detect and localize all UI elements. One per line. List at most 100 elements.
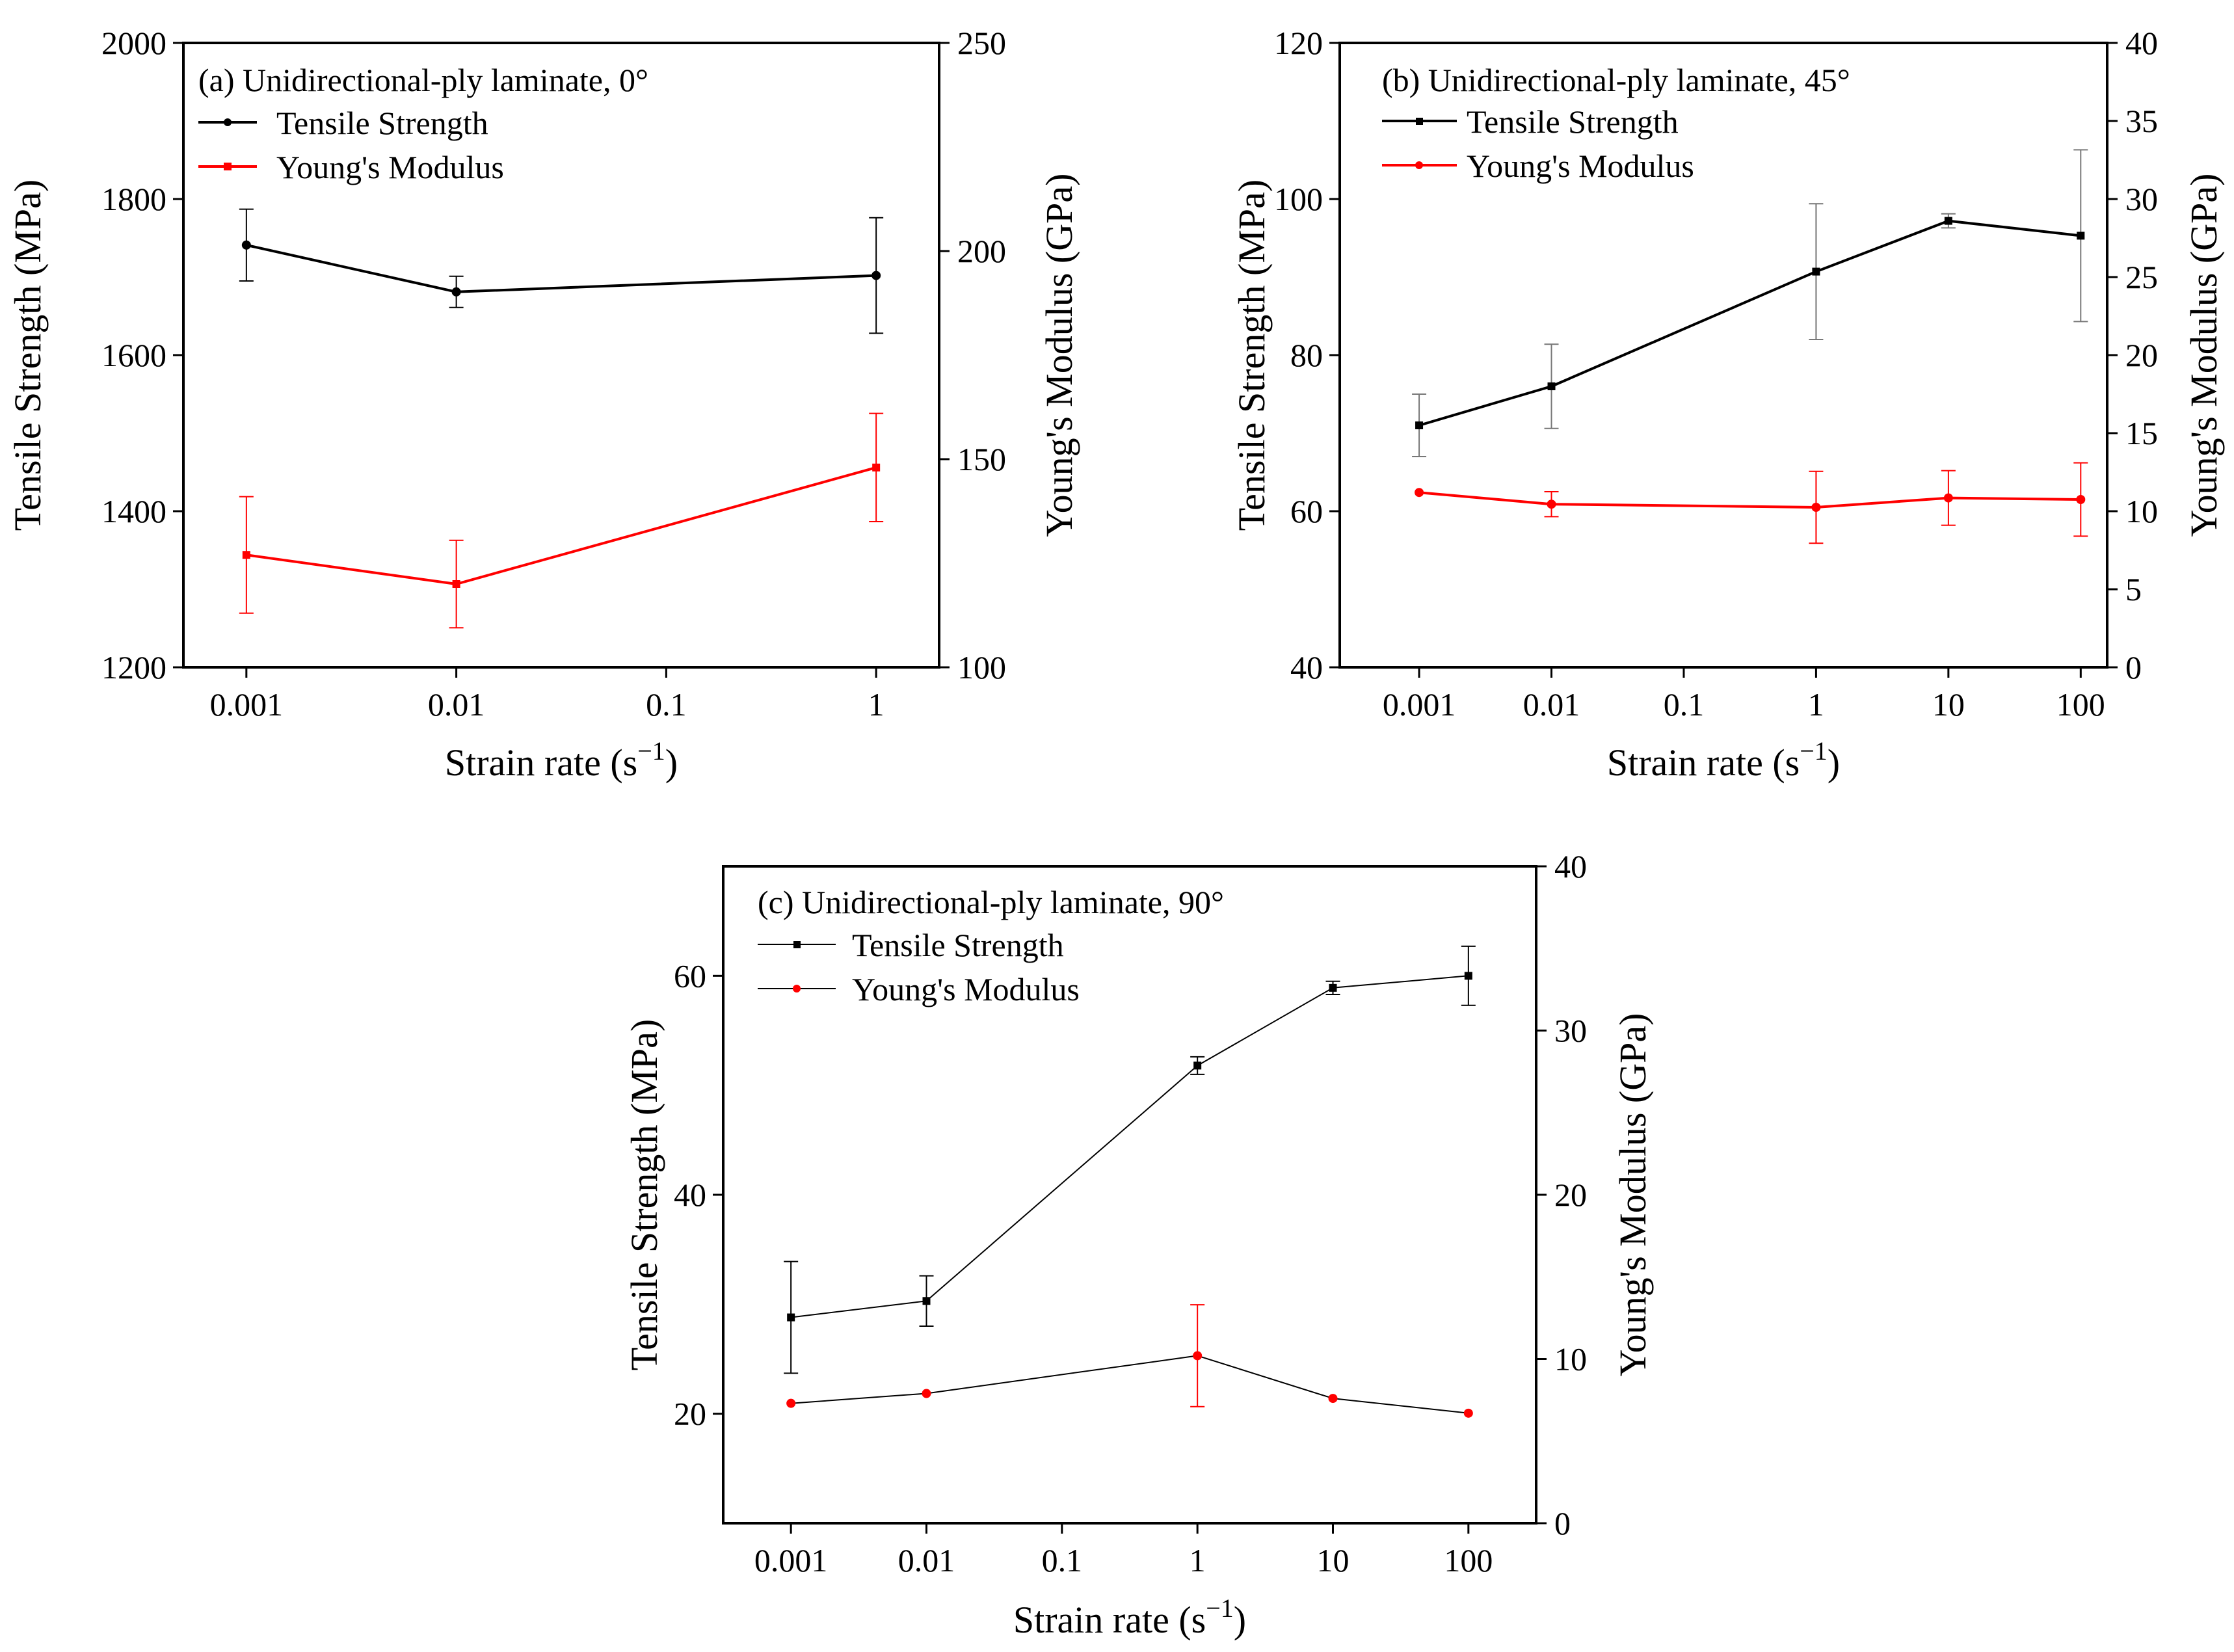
panel-b-y-right-label: Young's Modulus (GPa) xyxy=(2183,174,2225,537)
panel-b-tensile-strength-point xyxy=(1944,217,1952,225)
panel-a-y-left-tick-label: 1800 xyxy=(101,181,166,217)
panel-b-legend-label-tensile: Tensile Strength xyxy=(1467,103,1679,140)
panel-a-y-right-tick-label: 150 xyxy=(957,441,1006,477)
panel-a-x-tick-label: 0.001 xyxy=(210,686,284,723)
panel-c-y-right-label: Young's Modulus (GPa) xyxy=(1612,1013,1654,1377)
panel-b-y-left-tick-label: 60 xyxy=(1290,493,1323,529)
panel-a-x-label: Strain rate (s−1) xyxy=(445,736,678,784)
panel-b-y-right-tick-label: 35 xyxy=(2125,103,2158,139)
panel-b-y-left-label: Tensile Strength (MPa) xyxy=(1230,180,1273,531)
panel-c-x-tick-label: 0.1 xyxy=(1042,1542,1083,1579)
panel-b-y-left-tick-label: 40 xyxy=(1290,649,1323,686)
panel-a-y-left-tick-label: 2000 xyxy=(101,25,166,61)
panel-c-young-s-modulus-point xyxy=(922,1389,931,1398)
panel-b-title: (b) Unidirectional-ply laminate, 45° xyxy=(1382,62,1850,98)
panel-a-legend-label-modulus: Young's Modulus xyxy=(276,149,504,185)
panel-a-y-left-label: Tensile Strength (MPa) xyxy=(7,180,49,531)
panel-b-y-left-tick-label: 120 xyxy=(1274,25,1323,61)
panel-a-tensile-strength-point xyxy=(871,271,881,280)
panel-b-x-label: Strain rate (s−1) xyxy=(1607,736,1840,784)
panel-b-legend-marker-tensile xyxy=(1416,118,1423,125)
panel-c-y-left-tick-label: 40 xyxy=(674,1177,706,1213)
panel-a-x-tick-label: 1 xyxy=(868,686,884,723)
panel-a-young-s-modulus-line xyxy=(246,466,877,585)
panel-a-legend-label-tensile: Tensile Strength xyxy=(276,105,488,141)
panel-c-x-tick-label: 10 xyxy=(1317,1542,1350,1579)
panel-a-x-label-exponent: −1 xyxy=(637,736,665,766)
panel-c-x-label-exponent: −1 xyxy=(1206,1593,1234,1623)
panel-b-legend: Tensile Strength Young's Modulus xyxy=(1382,103,1694,184)
panel-c-plot-frame xyxy=(722,865,1537,1525)
panel-c-y-right-tick-label: 40 xyxy=(1554,848,1587,885)
panel-a-tensile-strength-line xyxy=(246,243,877,293)
panel-b-y-left-tick-label: 100 xyxy=(1274,181,1323,217)
panel-c-tensile-strength-point xyxy=(1193,1061,1202,1070)
panel-b-y-right-tick-label: 10 xyxy=(2125,493,2158,529)
panel-b-young-s-modulus-point xyxy=(1943,493,1953,503)
panel-c-young-s-modulus-point xyxy=(1193,1351,1203,1361)
panel-a-y-right-tick-label: 250 xyxy=(957,25,1006,61)
panel-c-legend-label-tensile: Tensile Strength xyxy=(852,927,1064,963)
panel-c-x-tick-label: 0.01 xyxy=(898,1542,955,1579)
panel-c-legend-label-modulus: Young's Modulus xyxy=(852,971,1080,1007)
panel-c-y-right-tick-label: 30 xyxy=(1554,1013,1587,1049)
panel-a-young-s-modulus-point xyxy=(452,580,460,588)
panel-a-young-s-modulus-point xyxy=(242,551,250,559)
panel-b-young-s-modulus-point xyxy=(1415,488,1424,498)
panel-c-y-left-label: Tensile Strength (MPa) xyxy=(623,1019,665,1370)
panel-b-y-right-tick-label: 5 xyxy=(2125,571,2142,607)
panel-b-tensile-strength-point xyxy=(2077,232,2085,240)
panel-a-young-s-modulus-point xyxy=(872,463,881,472)
panel-c-x-tick-label: 100 xyxy=(1444,1542,1493,1579)
panel-c-legend: Tensile Strength Young's Modulus xyxy=(758,927,1080,1007)
panel-b-young-s-modulus-point xyxy=(1547,500,1556,509)
panel-c-y-left-tick-label: 20 xyxy=(674,1396,706,1432)
panel-c-tensile-strength-point xyxy=(922,1297,931,1305)
panel-c-y-right-tick-label: 0 xyxy=(1554,1505,1571,1541)
panel-c-x-label-close: ) xyxy=(1234,1599,1246,1641)
panel-c-x-tick-label: 1 xyxy=(1190,1542,1206,1579)
panel-b-x-label-close: ) xyxy=(1828,741,1840,784)
panel-c-tensile-strength-line xyxy=(791,975,1469,1318)
panel-a-x-label-text: Strain rate (s xyxy=(445,741,637,784)
panel-a-x-tick-label: 0.01 xyxy=(428,686,485,723)
panel-b-x-label-text: Strain rate (s xyxy=(1607,741,1800,784)
panel-c-y-right-tick-label: 20 xyxy=(1554,1177,1587,1213)
panel-a-y-right-label: Young's Modulus (GPa) xyxy=(1038,174,1080,537)
panel-c-x-label-text: Strain rate (s xyxy=(1013,1599,1206,1641)
panel-a-x-tick-label: 0.1 xyxy=(646,686,687,723)
panel-b-legend-marker-modulus xyxy=(1415,161,1423,169)
panel-c-young-s-modulus-point xyxy=(1463,1408,1473,1418)
panel-a-legend-marker-modulus xyxy=(224,163,232,170)
panel-c-y-right-tick-label: 10 xyxy=(1554,1341,1587,1378)
panel-c-tensile-strength-point xyxy=(1329,983,1337,992)
panel-b-young-s-modulus-point xyxy=(2076,495,2086,504)
panel-a-y-right-tick-label: 200 xyxy=(957,233,1006,269)
panel-b-y-right-tick-label: 0 xyxy=(2125,649,2142,686)
panel-a-y-left-tick-label: 1400 xyxy=(101,493,166,529)
panel-a: (a) Unidirectional-ply laminate, 0° Tens… xyxy=(7,25,1080,784)
panel-b-x-tick-label: 100 xyxy=(2056,686,2105,723)
panel-b-y-right-tick-label: 15 xyxy=(2125,415,2158,451)
panel-a-x-label-close: ) xyxy=(665,741,678,784)
panel-b-x-label-exponent: −1 xyxy=(1800,736,1828,766)
panel-b-y-left-tick-label: 80 xyxy=(1290,337,1323,373)
panel-b-legend-label-modulus: Young's Modulus xyxy=(1467,148,1694,184)
panel-c-x-tick-label: 0.001 xyxy=(754,1542,828,1579)
panel-b-y-right-tick-label: 20 xyxy=(2125,337,2158,373)
panel-c-legend-marker-modulus xyxy=(793,985,801,993)
panel-c-tensile-strength-point xyxy=(787,1313,795,1322)
panel-b-x-tick-label: 10 xyxy=(1932,686,1965,723)
panel-c-legend-marker-tensile xyxy=(793,941,801,948)
panel-b-y-right-tick-label: 25 xyxy=(2125,259,2158,295)
panel-b-tensile-strength-point xyxy=(1547,382,1556,390)
panel-c-young-s-modulus-point xyxy=(786,1398,796,1408)
panel-b: (b) Unidirectional-ply laminate, 45° Ten… xyxy=(1230,25,2225,784)
panel-b-x-tick-label: 0.001 xyxy=(1383,686,1456,723)
panel-b-x-tick-label: 1 xyxy=(1808,686,1824,723)
panel-b-young-s-modulus-line xyxy=(1418,491,2081,509)
panel-a-y-left-tick-label: 1600 xyxy=(101,337,166,373)
panel-c-y-left-tick-label: 60 xyxy=(674,957,706,994)
panel-a-y-left-tick-label: 1200 xyxy=(101,649,166,686)
